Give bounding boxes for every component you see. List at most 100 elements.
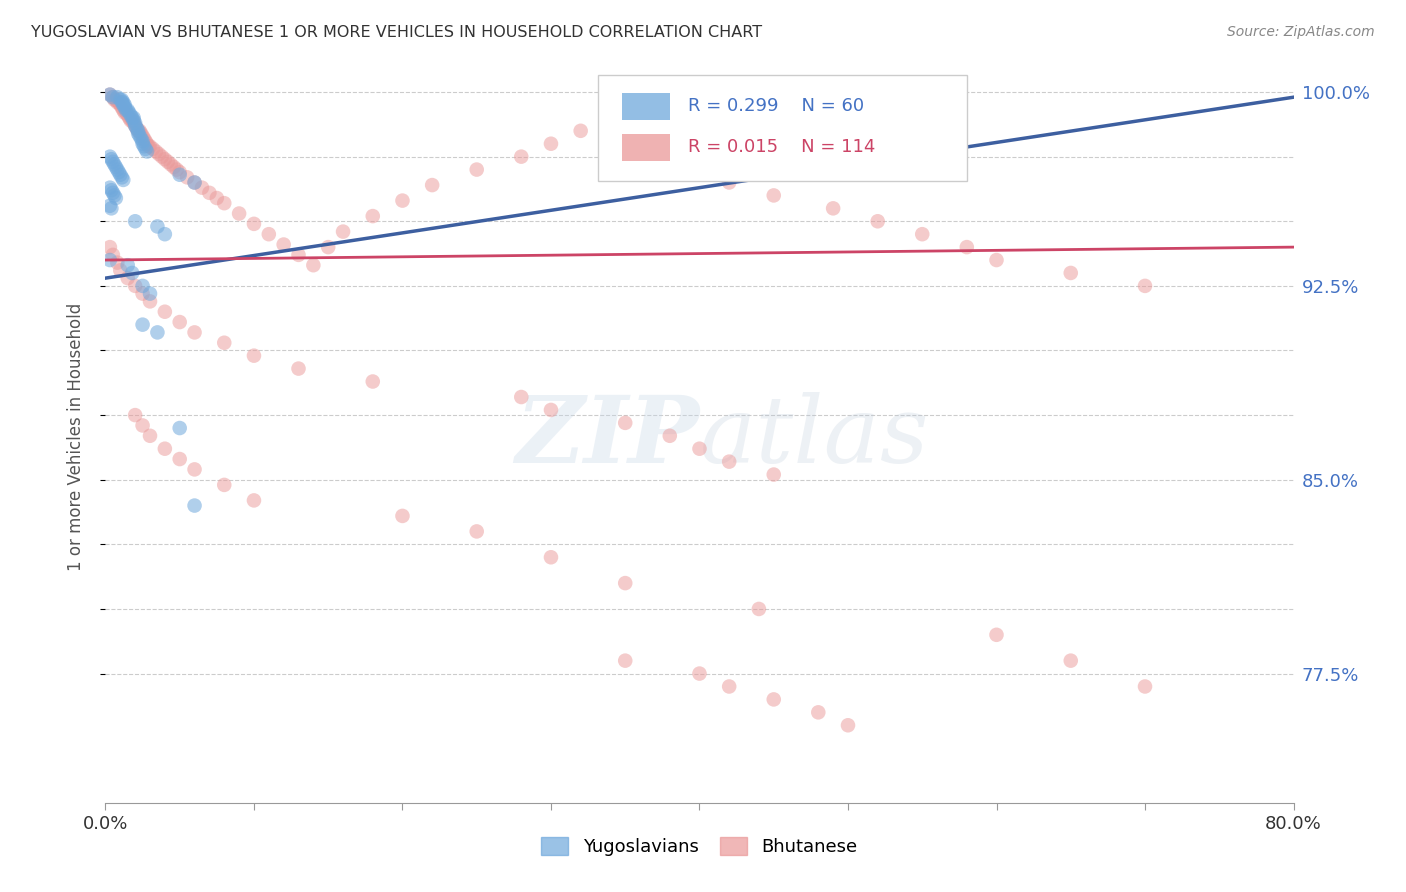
Point [122, 111, 145, 125]
Point [128, 128, 150, 143]
Point [540, 550, 562, 565]
Point [153, 304, 176, 318]
Point [101, 248, 124, 262]
Point [105, 90, 128, 104]
Point [122, 113, 145, 128]
Point [214, 335, 236, 350]
Point [146, 326, 169, 340]
Point [104, 93, 127, 107]
Point [114, 101, 136, 115]
Point [718, 680, 741, 694]
Point [228, 206, 250, 220]
Point [866, 214, 889, 228]
Point [658, 429, 681, 443]
Point [718, 455, 741, 469]
Point [287, 361, 309, 376]
Point [135, 142, 157, 156]
Point [361, 209, 384, 223]
Point [112, 95, 135, 110]
Point [121, 266, 143, 280]
Point [129, 131, 152, 145]
Point [540, 136, 562, 151]
Text: YUGOSLAVIAN VS BHUTANESE 1 OR MORE VEHICLES IN HOUSEHOLD CORRELATION CHART: YUGOSLAVIAN VS BHUTANESE 1 OR MORE VEHIC… [31, 25, 762, 40]
Point [125, 121, 148, 136]
Point [153, 442, 176, 456]
Point [136, 145, 159, 159]
Point [214, 478, 236, 492]
Point [718, 176, 741, 190]
Bar [623, 134, 669, 161]
Point [131, 128, 153, 143]
Point [183, 499, 205, 513]
Point [127, 124, 149, 138]
Point [169, 165, 191, 179]
Point [138, 139, 160, 153]
Point [689, 162, 711, 177]
Point [128, 124, 150, 138]
Point [465, 162, 488, 177]
Point [118, 105, 141, 120]
Point [100, 202, 122, 216]
Point [1060, 266, 1083, 280]
Point [112, 98, 135, 112]
Point [127, 124, 149, 138]
Point [243, 217, 266, 231]
Point [145, 145, 167, 159]
Point [101, 90, 124, 104]
Point [614, 416, 637, 430]
Point [391, 508, 413, 523]
Point [100, 153, 122, 167]
Point [510, 150, 533, 164]
Point [111, 95, 134, 110]
Point [198, 186, 221, 200]
Point [98, 253, 121, 268]
Point [105, 255, 128, 269]
Point [169, 452, 191, 467]
Point [1133, 278, 1156, 293]
Point [1060, 654, 1083, 668]
Text: atlas: atlas [700, 392, 929, 482]
Point [257, 227, 280, 242]
Point [111, 93, 134, 107]
Text: R = 0.299    N = 60: R = 0.299 N = 60 [688, 97, 863, 115]
Point [124, 278, 146, 293]
Point [124, 408, 146, 422]
Point [148, 147, 170, 161]
Point [124, 116, 146, 130]
Point [129, 127, 152, 141]
Point [510, 390, 533, 404]
Y-axis label: 1 or more Vehicles in Household: 1 or more Vehicles in Household [66, 303, 84, 571]
Point [131, 278, 153, 293]
Point [540, 403, 562, 417]
Point [332, 225, 354, 239]
Point [98, 87, 121, 102]
Point [823, 202, 845, 216]
Point [108, 95, 131, 110]
Point [614, 111, 637, 125]
Bar [623, 93, 669, 120]
Point [205, 191, 228, 205]
Point [127, 127, 149, 141]
Point [420, 178, 443, 192]
Point [361, 375, 384, 389]
Point [120, 113, 142, 128]
Point [136, 136, 159, 151]
Point [124, 214, 146, 228]
Point [986, 253, 1008, 268]
Point [101, 186, 124, 200]
Point [115, 103, 138, 117]
Point [114, 98, 136, 112]
Point [101, 90, 124, 104]
Point [153, 227, 176, 242]
Text: Source: ZipAtlas.com: Source: ZipAtlas.com [1227, 25, 1375, 39]
Point [316, 240, 339, 254]
Point [131, 136, 153, 151]
Point [569, 124, 592, 138]
Point [142, 142, 165, 156]
Point [104, 160, 127, 174]
Point [101, 154, 124, 169]
Point [169, 421, 191, 435]
Point [153, 153, 176, 167]
Point [139, 294, 162, 309]
Point [125, 121, 148, 136]
